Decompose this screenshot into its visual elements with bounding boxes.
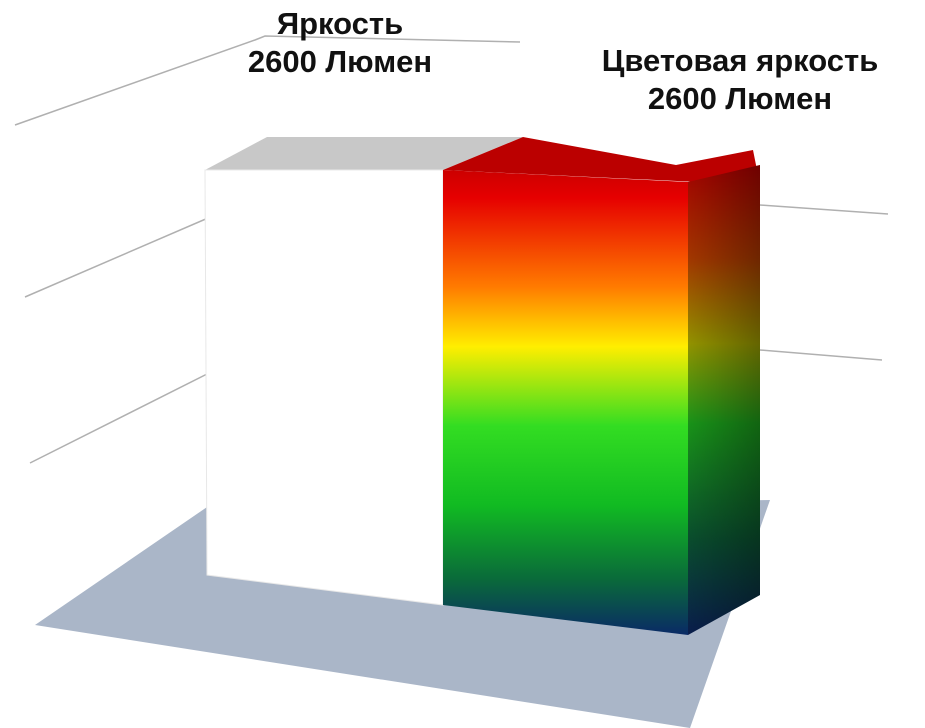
- gridline: [29, 365, 226, 464]
- bar-top-face: [443, 137, 758, 182]
- bar-front-face: [443, 170, 688, 635]
- bar-color-brightness: [443, 137, 760, 635]
- gridline: [759, 349, 883, 361]
- category-label: Цветовая яркость: [601, 43, 879, 78]
- gridline: [759, 204, 889, 215]
- category-label: Яркость: [276, 6, 404, 41]
- bar-front-face: [204, 169, 444, 606]
- bar-side-shade: [688, 165, 760, 635]
- gridline: [14, 35, 521, 126]
- data-label-color-brightness: Цветовая яркость 2600 Люмен: [555, 42, 925, 118]
- gridline: [24, 210, 226, 298]
- data-label-brightness: Яркость 2600 Люмен: [195, 5, 485, 81]
- value-label: 2600 Люмен: [647, 81, 833, 116]
- value-label: 2600 Люмен: [247, 44, 433, 79]
- bar-top-face: [205, 137, 523, 170]
